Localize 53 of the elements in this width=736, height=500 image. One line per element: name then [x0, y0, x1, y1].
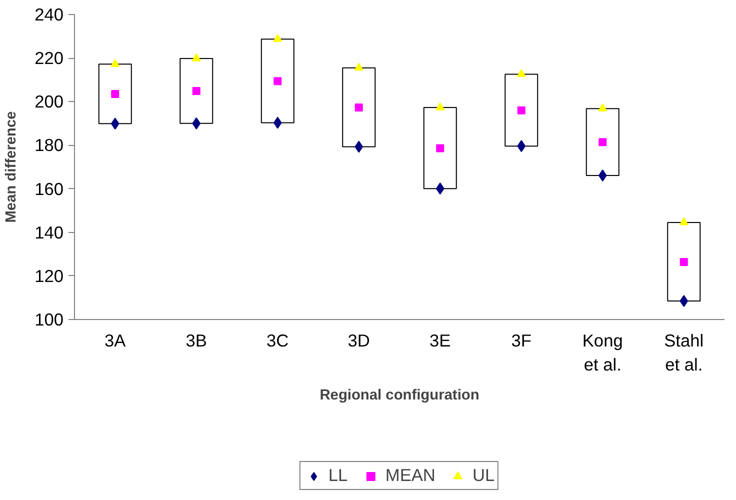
bar [423, 107, 457, 190]
x-tick-label: Kong et al. [582, 330, 623, 374]
point [192, 86, 200, 95]
point [598, 103, 608, 112]
point [679, 217, 688, 226]
point [110, 118, 120, 130]
legend-label: MEAN [385, 465, 436, 486]
point [436, 102, 445, 110]
point [354, 104, 363, 112]
bar [260, 38, 294, 124]
bar [180, 58, 214, 124]
y-tick-label: 240 [34, 4, 64, 24]
legend-label: LL [328, 465, 348, 486]
x-tick-label: 3F [511, 330, 532, 350]
point [436, 144, 444, 152]
point [517, 140, 526, 152]
x-axis-title: Regional configuration [320, 388, 480, 404]
point [598, 169, 607, 182]
point [192, 53, 201, 62]
x-tick-label: Stahl et al. [664, 330, 704, 374]
y-tick-label: 220 [34, 48, 64, 68]
point [274, 77, 282, 86]
point [354, 62, 364, 71]
y-tick-label: 160 [34, 178, 64, 199]
point [111, 90, 120, 98]
x-tick-label: 3E [430, 330, 451, 350]
y-tick-label: 180 [34, 135, 64, 156]
bar [667, 222, 701, 302]
point [517, 106, 526, 114]
y-tick-label: 120 [34, 266, 64, 286]
x-tick-label: 3C [266, 330, 289, 350]
point [273, 116, 282, 129]
point [354, 140, 364, 153]
point [516, 69, 526, 77]
y-tick-label: 100 [34, 310, 64, 330]
point [273, 34, 282, 42]
x-tick-label: 3B [186, 330, 207, 350]
point [598, 138, 607, 146]
bar [586, 108, 620, 176]
bar [504, 74, 538, 147]
point [192, 117, 201, 130]
point [680, 258, 688, 266]
bar [98, 64, 132, 124]
x-tick-label: 3D [348, 330, 370, 350]
point [680, 294, 688, 307]
y-tick-label: 200 [34, 92, 64, 112]
point [436, 182, 444, 195]
y-axis-title: Mean difference [4, 111, 20, 223]
bar [342, 67, 376, 148]
legend-label: UL [472, 465, 495, 486]
x-tick-label: 3A [104, 330, 126, 350]
y-tick-label: 140 [34, 222, 64, 242]
point [110, 59, 120, 67]
